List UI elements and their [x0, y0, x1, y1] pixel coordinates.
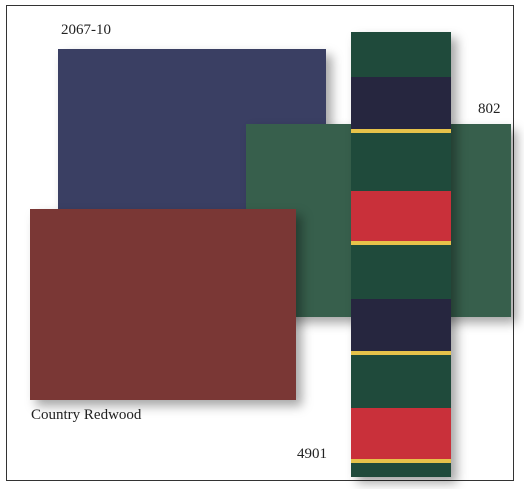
strip-band-yellow	[351, 129, 451, 133]
strip-band-green	[351, 463, 451, 477]
image-frame: 2067-10 802 Country Redwood 4901	[6, 5, 514, 481]
strip-band-yellow	[351, 459, 451, 463]
tartan-strip	[351, 32, 451, 477]
strip-band-navy	[351, 77, 451, 129]
navy-swatch-label: 2067-10	[61, 22, 111, 38]
green-swatch-label: 802	[478, 101, 501, 117]
tartan-strip-label: 4901	[297, 446, 327, 462]
strip-band-green	[351, 32, 451, 77]
strip-band-red	[351, 408, 451, 459]
red-swatch-label: Country Redwood	[31, 407, 142, 423]
strip-band-green	[351, 133, 451, 191]
strip-band-yellow	[351, 241, 451, 245]
red-swatch	[30, 209, 296, 400]
strip-band-yellow	[351, 351, 451, 355]
strip-band-green	[351, 355, 451, 408]
strip-band-navy	[351, 299, 451, 351]
strip-band-green	[351, 245, 451, 299]
strip-band-red	[351, 191, 451, 241]
